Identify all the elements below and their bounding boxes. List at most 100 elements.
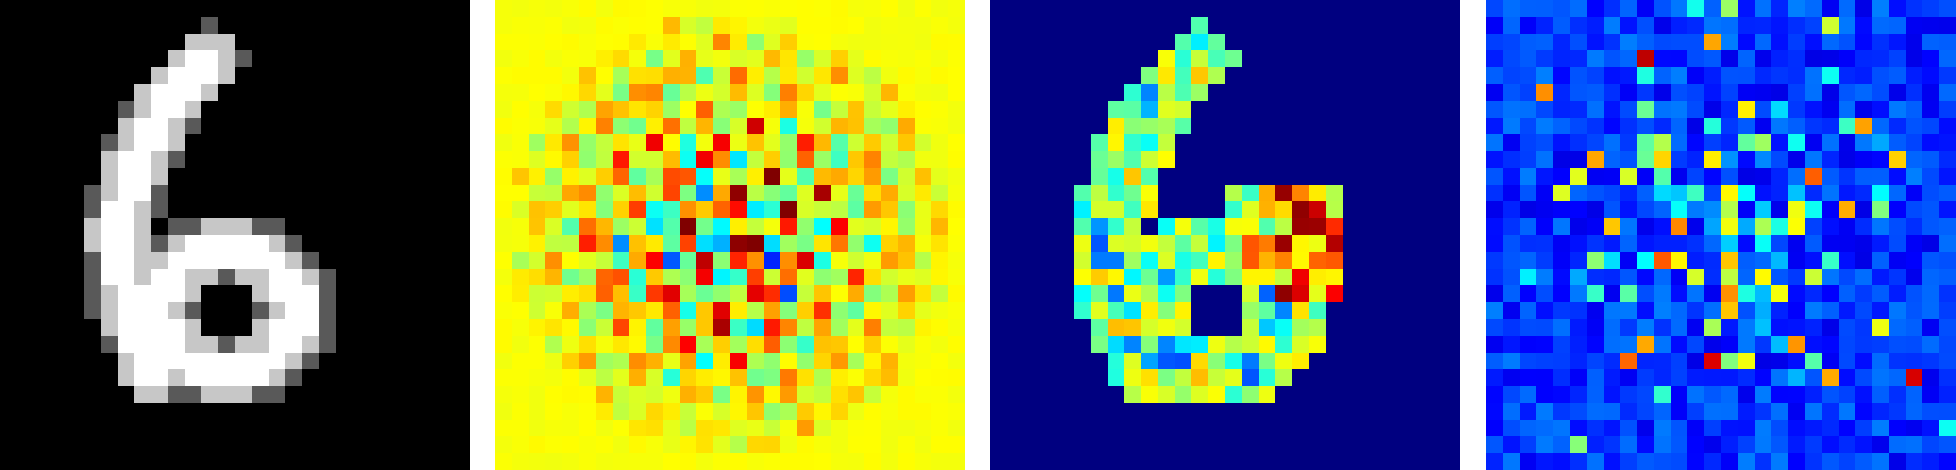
pixel-cell [1888, 117, 1906, 135]
pixel-cell [990, 268, 1007, 286]
pixel-cell [419, 218, 437, 235]
pixel-cell [1838, 50, 1856, 68]
pixel-cell [134, 201, 152, 219]
pixel-cell [948, 235, 965, 252]
pixel-cell [1258, 335, 1276, 353]
pixel-cell [1620, 134, 1638, 152]
pixel-cell [1409, 134, 1427, 152]
pixel-cell [184, 151, 202, 168]
pixel-cell [184, 251, 202, 269]
pixel-cell [914, 235, 932, 252]
pixel-cell [1208, 67, 1225, 84]
pixel-cell [914, 436, 932, 454]
pixel-cell [100, 117, 118, 135]
pixel-cell [1342, 184, 1360, 202]
pixel-cell [990, 50, 1007, 68]
pixel-cell [50, 453, 68, 470]
pixel-cell [1653, 251, 1671, 269]
pixel-cell [1208, 100, 1225, 118]
pixel-cell [318, 402, 336, 420]
pixel-cell [847, 201, 865, 219]
pixel-cell [1603, 201, 1621, 219]
pixel-cell [1073, 16, 1091, 34]
pixel-cell [33, 83, 51, 101]
pixel-cell [1308, 50, 1326, 68]
pixel-cell [1536, 369, 1554, 387]
pixel-cell [545, 302, 563, 319]
pixel-cell [1392, 419, 1410, 437]
pixel-cell [990, 16, 1007, 34]
pixel-cell [1754, 201, 1772, 219]
pixel-cell [1409, 67, 1427, 84]
pixel-cell [1553, 352, 1570, 370]
pixel-cell [302, 369, 319, 387]
pixel-cell [1939, 318, 1956, 336]
pixel-cell [1670, 436, 1688, 454]
pixel-cell [0, 167, 17, 185]
pixel-cell [713, 67, 730, 84]
pixel-cell [251, 151, 269, 168]
pixel-cell [864, 100, 882, 118]
pixel-cell [1536, 251, 1554, 269]
pixel-cell [83, 419, 101, 437]
pixel-cell [1040, 218, 1058, 235]
pixel-cell [1653, 386, 1671, 403]
pixel-cell [1275, 167, 1293, 185]
pixel-cell [369, 369, 387, 387]
pixel-cell [1737, 302, 1755, 319]
pixel-cell [1586, 352, 1604, 370]
pixel-cell [235, 453, 252, 470]
pixel-cell [1191, 83, 1209, 101]
pixel-cell [730, 402, 747, 420]
pixel-cell [662, 50, 680, 68]
pixel-cell [402, 268, 420, 286]
pixel-cell [562, 318, 579, 336]
pixel-cell [285, 453, 303, 470]
pixel-cell [201, 134, 219, 152]
pixel-cell [302, 218, 319, 235]
pixel-cell [864, 218, 882, 235]
pixel-cell [847, 50, 865, 68]
pixel-cell [881, 33, 898, 51]
pixel-cell [746, 285, 764, 303]
pixel-cell [1888, 402, 1906, 420]
pixel-cell [1922, 318, 1940, 336]
pixel-cell [1040, 302, 1058, 319]
pixel-cell [1426, 386, 1444, 403]
pixel-cell [578, 386, 596, 403]
pixel-cell [1090, 184, 1108, 202]
pixel-cell [931, 352, 949, 370]
pixel-cell [914, 419, 932, 437]
pixel-cell [151, 0, 168, 17]
pixel-cell [352, 16, 370, 34]
pixel-cell [1409, 369, 1427, 387]
pixel-cell [167, 386, 185, 403]
pixel-cell [184, 352, 202, 370]
pixel-cell [50, 151, 68, 168]
pixel-cell [1258, 0, 1276, 17]
pixel-cell [33, 419, 51, 437]
pixel-cell [318, 33, 336, 51]
pixel-cell [914, 318, 932, 336]
pixel-cell [1872, 100, 1889, 118]
pixel-cell [1241, 117, 1259, 135]
pixel-cell [386, 218, 403, 235]
pixel-cell [1939, 184, 1956, 202]
pixel-cell [1124, 352, 1142, 370]
pixel-cell [578, 302, 596, 319]
pixel-cell [545, 83, 563, 101]
pixel-cell [1090, 50, 1108, 68]
pixel-cell [235, 83, 252, 101]
pixel-cell [662, 386, 680, 403]
pixel-cell [612, 218, 630, 235]
pixel-cell [285, 16, 303, 34]
pixel-cell [1107, 100, 1125, 118]
pixel-cell [1670, 318, 1688, 336]
pixel-cell [730, 33, 747, 51]
pixel-cell [1721, 33, 1738, 51]
pixel-cell [830, 302, 848, 319]
pixel-cell [1426, 302, 1444, 319]
pixel-cell [100, 134, 118, 152]
pixel-cell [1342, 352, 1360, 370]
pixel-cell [1292, 117, 1309, 135]
